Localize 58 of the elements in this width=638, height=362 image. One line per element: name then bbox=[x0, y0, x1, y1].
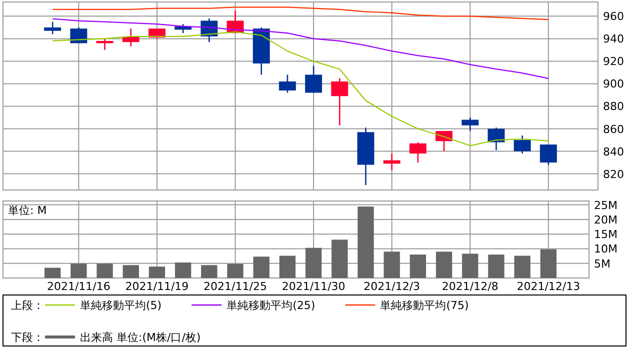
bar bbox=[148, 266, 166, 278]
annotation: 単位: M bbox=[8, 204, 47, 217]
bar bbox=[279, 256, 296, 278]
x-tick-label: 2021/12/3 bbox=[364, 280, 420, 293]
candlestick bbox=[278, 74, 296, 94]
bar bbox=[174, 262, 192, 278]
bar bbox=[384, 252, 400, 278]
x-tick-label: 2021/12/8 bbox=[442, 280, 498, 293]
candlestick bbox=[514, 134, 531, 154]
x-tick-label: 2021/12/13 bbox=[516, 280, 580, 293]
bar bbox=[70, 264, 87, 278]
y-tick-label: 940 bbox=[603, 32, 624, 46]
y-tick-label: 920 bbox=[603, 55, 624, 68]
y-tick-label: 860 bbox=[603, 122, 624, 136]
legend-label: 単純移動平均(25) bbox=[226, 299, 316, 312]
bar bbox=[332, 240, 348, 278]
y-tick-label: 840 bbox=[603, 145, 624, 158]
bar bbox=[96, 264, 113, 278]
bar bbox=[436, 252, 452, 278]
bar bbox=[122, 265, 139, 278]
bar bbox=[227, 264, 244, 278]
candlestick bbox=[409, 142, 426, 164]
x-tick-label: 2021/11/25 bbox=[204, 280, 267, 293]
x-tick-label: 2021/11/19 bbox=[125, 280, 189, 293]
y-tick-label: 10M bbox=[594, 242, 618, 256]
candlestick bbox=[331, 77, 348, 126]
y-tick-label: 900 bbox=[603, 78, 624, 91]
bar bbox=[44, 268, 61, 278]
bar bbox=[540, 249, 557, 278]
y-tick-label: 5M bbox=[594, 257, 610, 270]
y-tick-label: 20M bbox=[594, 213, 618, 226]
y-tick-label: 15M bbox=[594, 228, 618, 242]
y-tick-label: 820 bbox=[603, 168, 624, 181]
x-tick-label: 2021/11/30 bbox=[282, 280, 346, 293]
line-series bbox=[52, 6, 549, 20]
bar bbox=[201, 265, 218, 278]
bar bbox=[305, 248, 322, 278]
legend-label: 出来高 単位:(M株/口/枚) bbox=[80, 331, 201, 344]
candlestick bbox=[488, 126, 505, 151]
y-tick-label: 25M bbox=[594, 198, 618, 212]
bar bbox=[358, 206, 374, 278]
x-tick-label: 2021/11/16 bbox=[46, 280, 110, 293]
candlestick bbox=[44, 21, 62, 35]
line-series bbox=[52, 18, 549, 79]
bar bbox=[410, 254, 426, 278]
legend-title: 上段： bbox=[11, 299, 44, 312]
y-tick-label: 960 bbox=[603, 10, 624, 24]
bar bbox=[253, 256, 270, 278]
bar bbox=[488, 254, 504, 278]
legend-label: 単純移動平均(75) bbox=[380, 299, 469, 312]
candlestick bbox=[305, 65, 322, 94]
bar bbox=[514, 256, 530, 278]
y-tick-label: 880 bbox=[603, 100, 624, 114]
legend-title: 下段： bbox=[11, 331, 44, 344]
legend-label: 単純移動平均(5) bbox=[80, 299, 162, 312]
candlestick bbox=[540, 144, 557, 166]
candlestick bbox=[462, 116, 479, 132]
bar bbox=[462, 254, 478, 278]
